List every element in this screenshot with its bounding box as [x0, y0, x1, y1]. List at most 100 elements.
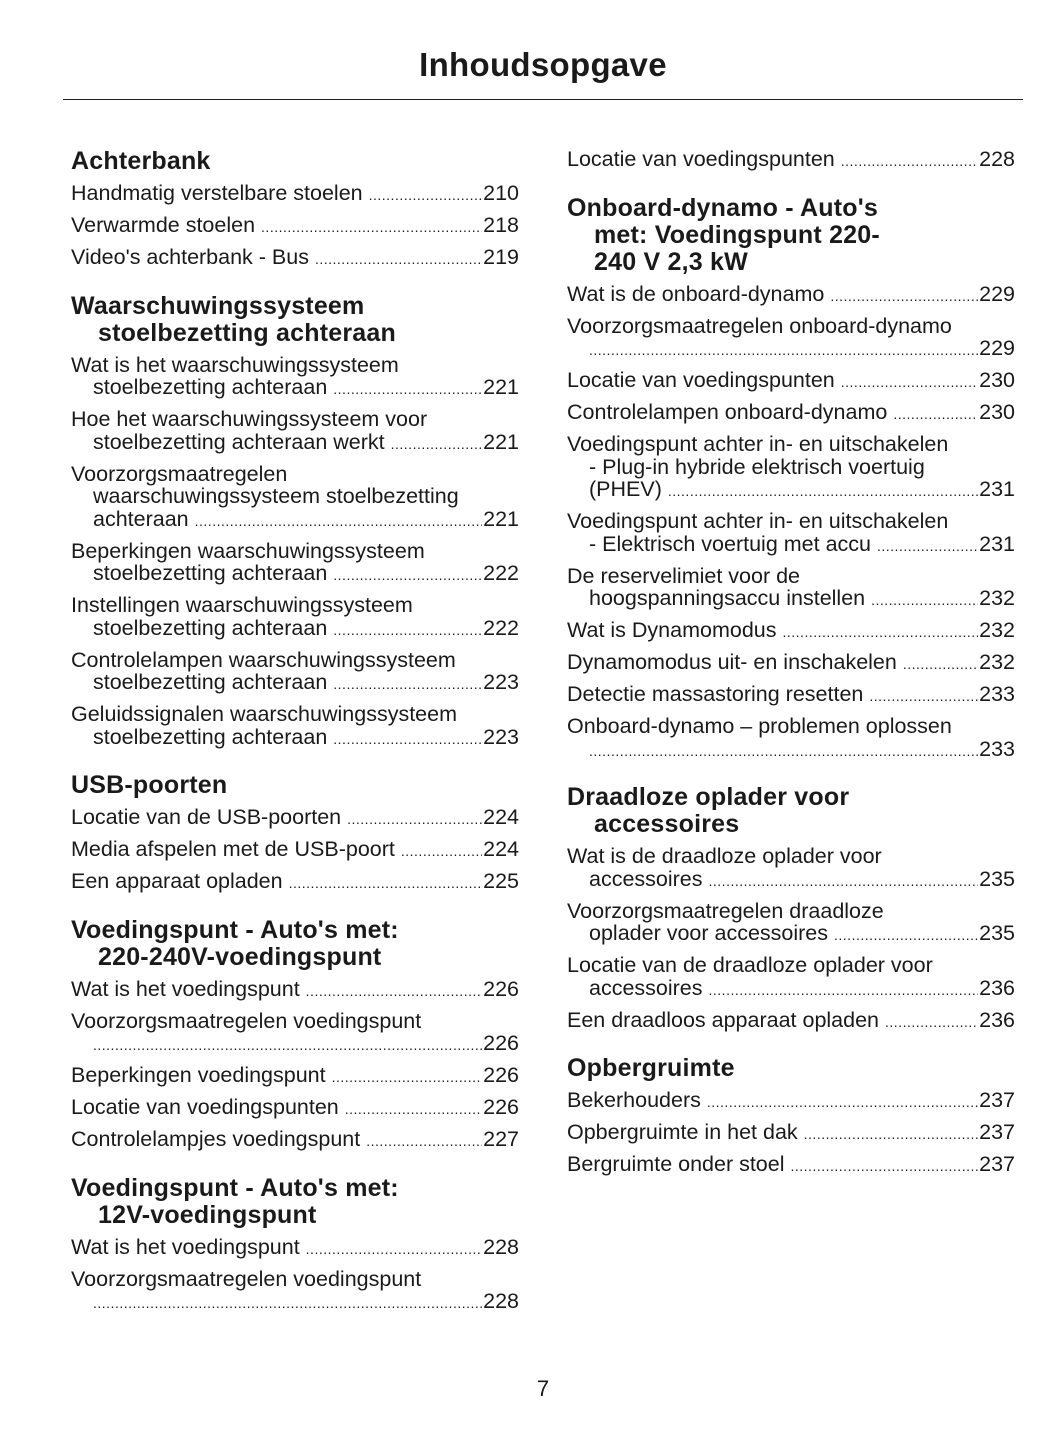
- toc-page-number[interactable]: 223: [483, 724, 519, 749]
- toc-entry[interactable]: Handmatig verstelbare stoelen 210: [71, 182, 519, 207]
- toc-page-number[interactable]: 221: [483, 506, 519, 531]
- toc-page-number[interactable]: 229: [979, 281, 1015, 306]
- toc-entry[interactable]: Locatie van de draadloze oplader voor acc…: [567, 954, 1015, 1001]
- toc-entry[interactable]: Detectie massastoring resetten 233: [567, 683, 1015, 708]
- toc-entry[interactable]: Locatie van voedingspunten 230: [567, 369, 1015, 394]
- toc-entry-text: Locatie van voedingspunten: [567, 368, 835, 392]
- toc-page-number[interactable]: 223: [483, 670, 519, 694]
- toc-page-number[interactable]: 230: [979, 400, 1015, 424]
- toc-page-number[interactable]: 229: [979, 336, 1015, 360]
- toc-entry-row: Locatie van voedingspunten 226: [71, 1096, 519, 1121]
- toc-entry[interactable]: Wat is de onboard-dynamo 229: [567, 281, 1015, 308]
- toc-entry[interactable]: Voedingspunt achter in- en uitschakelen -…: [567, 433, 1015, 503]
- section-heading-line: Draadloze oplader voor: [567, 783, 850, 811]
- toc-entry[interactable]: Voorzorgsmaatregelen draadloze oplader vo…: [567, 899, 1015, 947]
- toc-entry[interactable]: Een apparaat opladen 225: [71, 870, 519, 895]
- toc-entry-text: Instellingen waarschuwingssysteem: [71, 593, 413, 617]
- section-heading-line: Opbergruimte: [567, 1054, 735, 1082]
- toc-page-number[interactable]: 228: [483, 1234, 519, 1259]
- toc-entry[interactable]: Video's achterbank - Bus 219: [71, 246, 519, 271]
- toc-entry-row: accessoires 236: [567, 975, 1015, 1002]
- toc-page-number[interactable]: 226: [483, 1031, 519, 1055]
- toc-entry[interactable]: Controlelampjes voedingspunt 227: [71, 1128, 519, 1153]
- toc-page-number[interactable]: 221: [483, 375, 519, 399]
- section-heading-line: 220-240V-voedingspunt: [98, 942, 382, 971]
- toc-entry-text: Geluidssignalen waarschuwingssysteem: [71, 702, 457, 726]
- toc-entry[interactable]: Een draadloos apparaat opladen 236: [567, 1007, 1015, 1034]
- dot-leader: [333, 378, 482, 401]
- toc-page-number[interactable]: 222: [483, 615, 519, 640]
- toc-page-number[interactable]: 232: [979, 650, 1015, 674]
- toc-entry[interactable]: Verwarmde stoelen 218: [71, 214, 519, 239]
- toc-entry[interactable]: Bergruimte onder stoel 237: [567, 1153, 1015, 1178]
- toc-page-number[interactable]: 230: [979, 368, 1015, 392]
- toc-page-number[interactable]: 227: [483, 1127, 519, 1151]
- toc-entry[interactable]: Wat is het waarschuwingssysteem stoelbeze…: [71, 353, 519, 401]
- toc-entry[interactable]: Bekerhouders 237: [567, 1089, 1015, 1114]
- toc-entry[interactable]: Wat is het voedingspunt 228: [71, 1234, 519, 1261]
- toc-entry[interactable]: Voorzorgsmaatregelen voedingspunt 228: [71, 1267, 519, 1315]
- toc-entry[interactable]: Locatie van voedingspunten 226: [71, 1096, 519, 1121]
- toc-page-number[interactable]: 236: [979, 975, 1015, 1000]
- toc-entry[interactable]: Controlelampen onboard-dynamo 230: [567, 401, 1015, 426]
- toc-page-number[interactable]: 237: [979, 1088, 1015, 1112]
- toc-entry[interactable]: Voedingspunt achter in- en uitschakelen -…: [567, 510, 1015, 557]
- toc-entry-text: - Plug-in hybride elektrisch voertuig: [589, 454, 925, 479]
- toc-entry[interactable]: Geluidssignalen waarschuwingssysteem stoe…: [71, 703, 519, 750]
- toc-entry-text: Een draadloos apparaat opladen: [567, 1007, 880, 1032]
- toc-entry-text: Voorzorgsmaatregelen voedingspunt: [71, 1008, 422, 1033]
- dot-leader: [261, 216, 482, 239]
- toc-entry[interactable]: Wat is Dynamomodus 232: [567, 619, 1015, 644]
- toc-entry-text: De reservelimiet voor de: [567, 563, 801, 588]
- toc-entry[interactable]: Controlelampen waarschuwingssysteem stoel…: [71, 648, 519, 696]
- toc-entry[interactable]: Locatie van de USB-poorten 224: [71, 806, 519, 831]
- toc-page-number[interactable]: 233: [979, 682, 1015, 706]
- toc-page-number[interactable]: 210: [483, 181, 519, 205]
- dot-leader: [93, 1292, 482, 1315]
- toc-entry[interactable]: Wat is de draadloze oplader voor accessoi…: [567, 845, 1015, 892]
- toc-page-number[interactable]: 228: [483, 1289, 519, 1313]
- toc-page-number[interactable]: 219: [483, 245, 519, 269]
- toc-page-number[interactable]: 218: [483, 213, 519, 237]
- toc-page-number[interactable]: 225: [483, 869, 519, 893]
- toc-page-number[interactable]: 237: [979, 1120, 1015, 1144]
- toc-entry[interactable]: Instellingen waarschuwingssysteem stoelbe…: [71, 594, 519, 641]
- toc-page-number[interactable]: 226: [483, 976, 519, 1001]
- toc-page-number[interactable]: 226: [483, 1095, 519, 1119]
- toc-page-number[interactable]: 237: [979, 1152, 1015, 1176]
- toc-page-number[interactable]: 228: [979, 147, 1015, 171]
- toc-entry[interactable]: Locatie van voedingspunten 228: [567, 148, 1015, 173]
- toc-page-number[interactable]: 232: [979, 618, 1015, 642]
- toc-entry-text: Wat is het voedingspunt: [71, 976, 300, 1001]
- toc-entry[interactable]: Beperkingen waarschuwingssysteem stoelbez…: [71, 539, 519, 587]
- toc-entry-row: Controlelampjes voedingspunt 227: [71, 1128, 519, 1153]
- toc-page-number[interactable]: 236: [979, 1007, 1015, 1032]
- toc-page-number[interactable]: 231: [979, 531, 1015, 556]
- toc-entry[interactable]: Dynamomodus uit- en inschakelen 232: [567, 651, 1015, 676]
- toc-entry[interactable]: Voorzorgsmaatregelen voedingspunt 226: [71, 1008, 519, 1057]
- toc-entry-text: Bergruimte onder stoel: [567, 1152, 785, 1176]
- toc-entry[interactable]: Beperkingen voedingspunt 226: [71, 1064, 519, 1089]
- toc-entry[interactable]: De reservelimiet voor de hoogspanningsacc…: [567, 563, 1015, 612]
- toc-page-number[interactable]: 222: [483, 561, 519, 585]
- toc-entry[interactable]: Opbergruimte in het dak 237: [567, 1121, 1015, 1146]
- toc-entry[interactable]: Hoe het waarschuwingssysteem voor stoelbe…: [71, 408, 519, 455]
- toc-page-number[interactable]: 226: [483, 1063, 519, 1087]
- section-heading: Voedingspunt - Auto's met: 220-240V-voedi…: [71, 916, 519, 971]
- toc-entry[interactable]: Wat is het voedingspunt 226: [71, 976, 519, 1003]
- toc-page-number[interactable]: 231: [979, 477, 1015, 501]
- toc-page-number[interactable]: 235: [979, 921, 1015, 945]
- dot-leader: [369, 184, 483, 207]
- toc-page-number[interactable]: 224: [483, 805, 519, 829]
- toc-entry[interactable]: Onboard-dynamo – problemen oplossen 233: [567, 715, 1015, 762]
- toc-entry-text: stoelbezetting achteraan: [93, 561, 328, 585]
- toc-entry-row: stoelbezetting achteraan 221: [71, 376, 519, 401]
- toc-page-number[interactable]: 233: [979, 736, 1015, 761]
- toc-entry[interactable]: Media afspelen met de USB-poort 224: [71, 838, 519, 863]
- toc-page-number[interactable]: 224: [483, 837, 519, 861]
- toc-entry[interactable]: Voorzorgsmaatregelen onboard-dynamo 229: [567, 314, 1015, 362]
- toc-page-number[interactable]: 232: [979, 586, 1015, 610]
- toc-page-number[interactable]: 235: [979, 866, 1015, 891]
- toc-entry[interactable]: Voorzorgsmaatregelen waarschuwingssysteem…: [71, 462, 519, 533]
- toc-page-number[interactable]: 221: [483, 429, 519, 454]
